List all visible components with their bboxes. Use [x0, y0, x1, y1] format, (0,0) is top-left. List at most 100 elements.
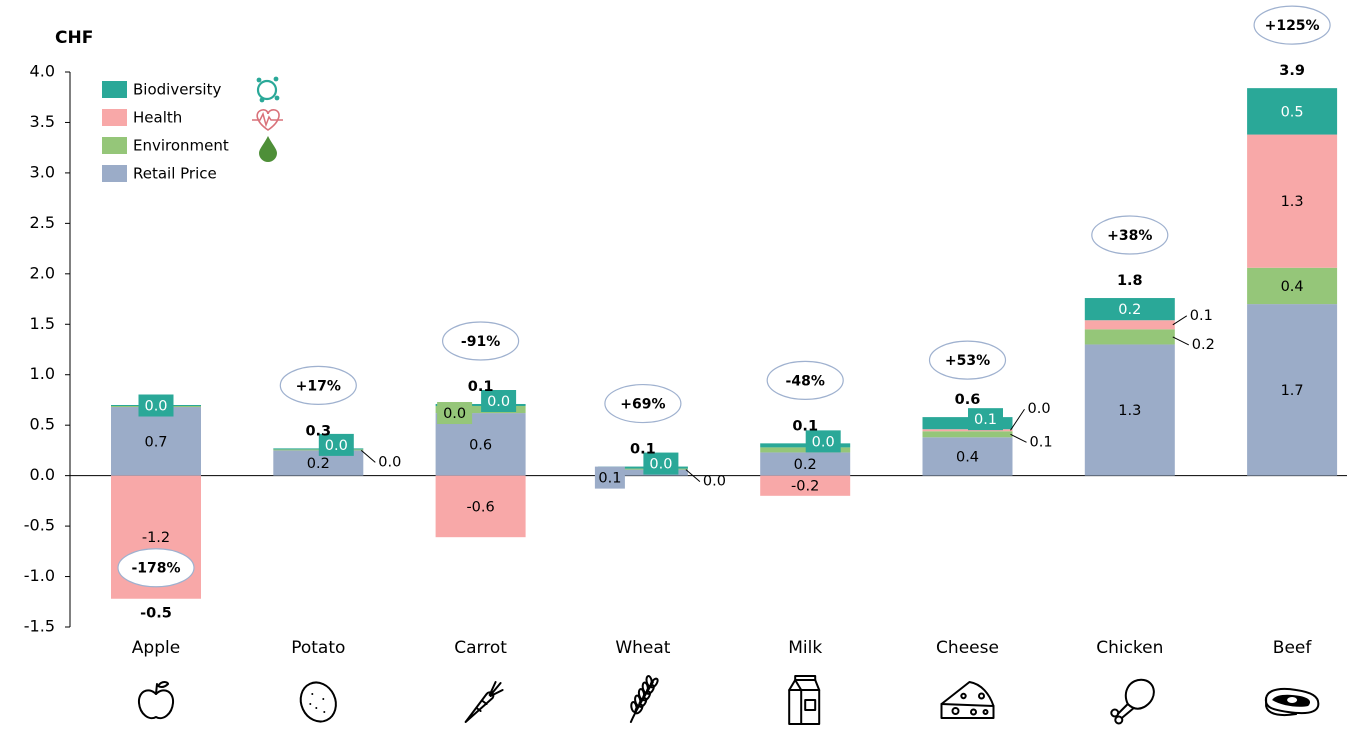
- legend-label: Retail Price: [133, 165, 217, 183]
- bar-segment-health: [760, 475, 851, 496]
- bar-segment-environment: [273, 449, 364, 451]
- bar-segment-biodiversity: [1247, 88, 1338, 135]
- legend-swatch: [102, 165, 127, 182]
- change-badge-text: -48%: [786, 373, 825, 389]
- bar-total-label: 1.8: [1117, 273, 1143, 289]
- change-badge-text: -91%: [461, 334, 500, 350]
- environment-label: 0.4: [1281, 279, 1304, 295]
- change-badge: -91%: [442, 321, 520, 361]
- biodiversity-label: 0.5: [1281, 104, 1304, 120]
- environment-label-text: 0.0: [443, 406, 466, 422]
- category-label: Potato: [291, 638, 345, 658]
- legend-swatch: [102, 81, 127, 98]
- biodiversity-label: 0.0: [643, 452, 679, 475]
- retail-price-label: 0.2: [307, 456, 330, 472]
- wheat-icon: [629, 675, 659, 723]
- legend-item: Retail Price: [102, 165, 217, 183]
- environment-label-leader: [1172, 336, 1190, 346]
- change-badge-outline: [928, 340, 1007, 380]
- y-tick-label: 1.5: [30, 314, 55, 333]
- biodiversity-label: 0.1: [968, 408, 1003, 431]
- bar-total-label: -0.5: [140, 606, 172, 622]
- bar-segment-environment: [922, 431, 1013, 438]
- category-label: Carrot: [454, 638, 507, 658]
- legend-swatch: [102, 137, 127, 154]
- retail-price-label: 0.4: [956, 449, 979, 465]
- y-axis-unit: CHF: [55, 28, 93, 48]
- retail-price-label-text: 0.1: [598, 471, 621, 487]
- potato-icon: [299, 681, 337, 723]
- change-badge: +17%: [279, 365, 357, 405]
- bar-segment-biodiversity: [597, 466, 688, 469]
- retail-price-label: 0.7: [144, 434, 167, 450]
- y-axis: 4.0 3.5 3.0 2.5 2.0 1.5 1.0 0.5 0.0 -0.5 -1.0 -1.5 C…: [24, 28, 1347, 636]
- health-label: -1.2: [142, 530, 170, 546]
- retail-price-label: 0.2: [794, 457, 817, 473]
- bar-segment-health: [1247, 134, 1338, 268]
- change-badge-outline: [1091, 215, 1169, 255]
- change-badge-text: +17%: [296, 378, 341, 394]
- legend-item: Biodiversity: [102, 81, 221, 99]
- legend-item: Environment: [102, 137, 229, 155]
- biodiversity-label-text: 0.1: [974, 412, 997, 428]
- bar-segment-retail-price: [1247, 304, 1338, 476]
- bar-segment-retail-price: [111, 407, 201, 476]
- bar-segment-environment: [597, 468, 688, 470]
- biodiversity-label-box: [318, 433, 354, 456]
- retail-price-label-box: [594, 466, 625, 489]
- category-icons: [137, 675, 1320, 725]
- bar-segment-biodiversity: [273, 448, 364, 450]
- change-badge-text: +125%: [1265, 18, 1320, 34]
- change-badge: +38%: [1091, 215, 1169, 255]
- health-label-leader: [1010, 408, 1025, 431]
- retail-price-label: 0.6: [469, 437, 492, 453]
- bar-total-label: 0.1: [792, 418, 818, 434]
- health-label: 1.3: [1281, 194, 1304, 210]
- change-badge-outline: [766, 360, 844, 400]
- legend-label: Health: [133, 109, 182, 127]
- y-tick-label: 4.0: [30, 62, 55, 81]
- change-badge: +53%: [928, 340, 1007, 380]
- bar-segment-biodiversity: [435, 403, 526, 407]
- biodiversity-label: 0.0: [481, 390, 517, 412]
- environment-label-box: [437, 402, 473, 425]
- bar-segment-retail-price: [922, 437, 1013, 476]
- bar-segment-retail-price: [597, 469, 688, 476]
- health-label: -0.6: [466, 499, 494, 515]
- y-tick-label: 0.0: [30, 465, 55, 484]
- bar-segment-biodiversity: [760, 443, 851, 448]
- bar-total-label: 0.3: [305, 423, 331, 439]
- change-badge-outline: [1253, 5, 1331, 45]
- environment-label: 0.0: [437, 402, 473, 425]
- biodiversity-label-box: [968, 408, 1003, 431]
- category-label: Apple: [132, 638, 180, 658]
- chicken-leg-icon: [1110, 678, 1155, 725]
- category-label: Cheese: [936, 638, 999, 658]
- bar-segment-retail-price: [1084, 344, 1175, 476]
- change-badge-text: +38%: [1107, 228, 1152, 244]
- change-badge-outline: [604, 383, 682, 424]
- legend-swatch: [102, 109, 127, 126]
- change-badge: +69%: [604, 383, 682, 424]
- heart-pulse-icon: [252, 109, 283, 131]
- y-tick-label: 2.0: [30, 263, 55, 282]
- biodiversity-label-box: [138, 394, 174, 417]
- legend-label: Biodiversity: [133, 81, 221, 99]
- bar-segment-health: [922, 429, 1013, 432]
- bar-segment-retail-price: [760, 452, 851, 476]
- retail-price-label: 1.7: [1281, 383, 1304, 399]
- change-badge-outline: [117, 548, 195, 588]
- bar-segment-environment: [1247, 267, 1338, 305]
- change-badge-outline: [442, 321, 520, 361]
- water-drop-icon: [259, 136, 277, 162]
- environment-label-leader: [1010, 433, 1027, 443]
- change-badge-text: +69%: [620, 397, 665, 413]
- bar-segment-biodiversity: [1084, 298, 1175, 321]
- bars: [111, 88, 1338, 599]
- bar-total-label: 0.6: [955, 392, 981, 408]
- change-badge-outline: [279, 365, 357, 405]
- category-label: Chicken: [1096, 638, 1163, 658]
- legend: Biodiversity Health Environment Retail Pric…: [102, 76, 283, 183]
- biodiversity-label-text: 0.0: [487, 394, 510, 410]
